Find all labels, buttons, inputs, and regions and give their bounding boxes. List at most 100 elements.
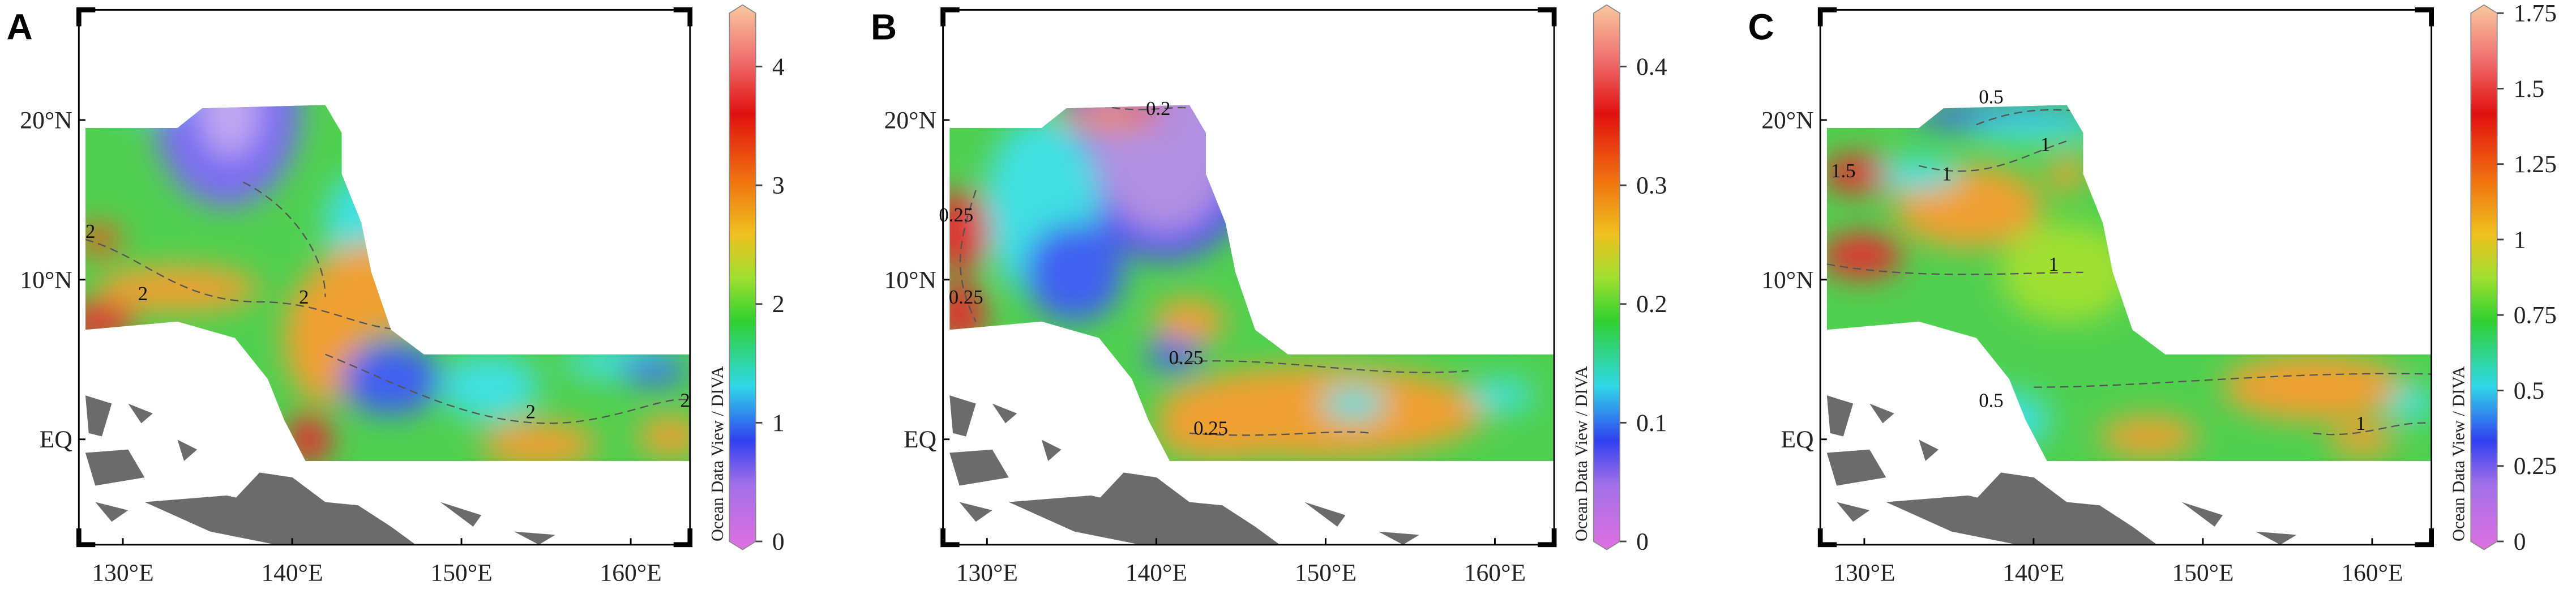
landmass: [177, 439, 198, 462]
field-blob: [2099, 416, 2198, 456]
y-tick-label: 20°N: [20, 106, 72, 134]
landmass: [440, 502, 482, 527]
colorbar-title: Ocean Data View / DIVA: [2449, 366, 2468, 541]
x-tick-label: 140°E: [2002, 560, 2064, 587]
landmass: [234, 472, 416, 545]
contour-label: 0.25: [1169, 347, 1204, 369]
field-blob: [949, 190, 989, 272]
map-panel: 2 2 2 2 2 130°E 140°E 150°E 160°E 20°N 10°N EQ A 0 1 2 3…: [7, 4, 785, 587]
contour-label: 0.2: [1146, 97, 1171, 119]
x-tick-label: 160°E: [1464, 560, 1526, 587]
field-blob: [2047, 157, 2087, 191]
landmass: [1826, 395, 1854, 437]
y-tick-label: 20°N: [884, 106, 936, 134]
field-blob: [481, 421, 597, 462]
land: [949, 395, 1420, 545]
panel-label: B: [871, 7, 897, 48]
landmass: [128, 403, 153, 424]
contour-label: 0.25: [949, 286, 983, 308]
x-tick-label: 130°E: [1833, 560, 1895, 587]
field-blob: [1469, 379, 1535, 412]
landmass: [1099, 472, 1280, 545]
field-blob: [85, 223, 122, 256]
map-frame: [78, 8, 691, 546]
map-frame: [1819, 8, 2433, 546]
x-tick-label: 160°E: [2341, 560, 2403, 587]
landmass: [992, 403, 1017, 424]
map-frame: [942, 8, 1555, 546]
contour-line: [85, 181, 690, 424]
map-panel: 0.5 1 1.5 1 1 0.5 1 130°E 140°E 150°E 160°E 20°N 10°…: [1748, 0, 2556, 587]
frame-corner: [940, 528, 960, 548]
colorbar-tick-label: 0: [2514, 528, 2526, 556]
landmass: [1976, 472, 2158, 545]
contour-label: 0.5: [1979, 86, 2004, 108]
field-blob: [1826, 154, 1903, 194]
field-blob: [1025, 223, 1124, 322]
y-tick-label: EQ: [904, 426, 936, 453]
contour-label: 0.25: [1193, 417, 1228, 439]
y-tick-label: 20°N: [1761, 106, 1813, 134]
colorbar-tick-label: 1.5: [2514, 75, 2544, 103]
field-blob: [1156, 413, 1288, 460]
landmass: [949, 395, 976, 437]
landmass: [1919, 439, 1939, 462]
colorbar-tick-label: 1: [2514, 226, 2526, 253]
field-blob: [621, 357, 687, 384]
contour-label: 1: [1942, 163, 1952, 185]
field-blob: [1321, 387, 1387, 420]
field-blob: [2223, 354, 2404, 420]
field-blob: [341, 343, 440, 415]
landmass: [949, 449, 1009, 486]
colorbar: [729, 4, 756, 550]
field-blob: [1090, 105, 1239, 235]
colorbar-tick-label: 1: [772, 409, 785, 437]
y-tick-label: 10°N: [884, 266, 936, 293]
colorbar-tick-label: 0: [1636, 528, 1649, 556]
frame-corner: [1538, 528, 1557, 548]
landmass: [1837, 502, 1870, 522]
frame-corner: [1817, 7, 1837, 27]
contour-label: 0.5: [1979, 389, 2004, 411]
panel-label: A: [7, 7, 33, 48]
y-tick-label: EQ: [1781, 426, 1814, 453]
x-tick-label: 140°E: [1126, 560, 1187, 587]
frame-corner: [1538, 7, 1557, 27]
contour-label: 2: [85, 220, 95, 242]
contour-label: 1.5: [1831, 160, 1856, 182]
field-blob: [95, 266, 260, 312]
field-blob: [1877, 157, 1960, 191]
y-tick-label: 10°N: [1761, 266, 1813, 293]
colorbar-tick-label: 4: [772, 53, 785, 80]
frame-corner: [2415, 7, 2434, 27]
contour-label: 2: [680, 389, 690, 411]
field-blob: [1968, 114, 2100, 142]
frame-corner: [1817, 528, 1837, 548]
colorbar-title: Ocean Data View / DIVA: [1572, 366, 1591, 541]
colorbar-tick-label: 2: [772, 291, 785, 318]
contour-label: 2: [299, 286, 309, 308]
colorbar-tick-label: 0.4: [1636, 53, 1667, 80]
colorbar-title: Ocean Data View / DIVA: [708, 366, 727, 541]
colorbar-tick-label: 0: [772, 528, 785, 556]
x-tick-label: 140°E: [261, 560, 323, 587]
map-panel: 0.2 0.25 0.25 0.25 0.25 130°E 140°E 150°E 160°E 2…: [871, 4, 1667, 587]
landmass: [85, 395, 112, 437]
field-blob: [1153, 298, 1226, 345]
frame-corner: [2415, 528, 2434, 548]
contour-label: 1: [2040, 134, 2050, 156]
landmass: [85, 449, 145, 486]
landmass: [1826, 449, 1886, 486]
frame-corner: [940, 7, 960, 27]
colorbar-tick-label: 3: [772, 172, 785, 199]
field-blob: [1146, 338, 1200, 371]
landmass: [1378, 531, 1420, 545]
contour-label: 2: [138, 283, 148, 305]
colorbar-tick-label: 1.25: [2514, 151, 2557, 178]
contour-label: 2: [526, 401, 536, 423]
field-blob: [1826, 233, 1903, 279]
landmass: [514, 531, 555, 545]
contour-label: 0.25: [939, 204, 973, 226]
colorbar-tick-label: 0.1: [1636, 409, 1667, 437]
